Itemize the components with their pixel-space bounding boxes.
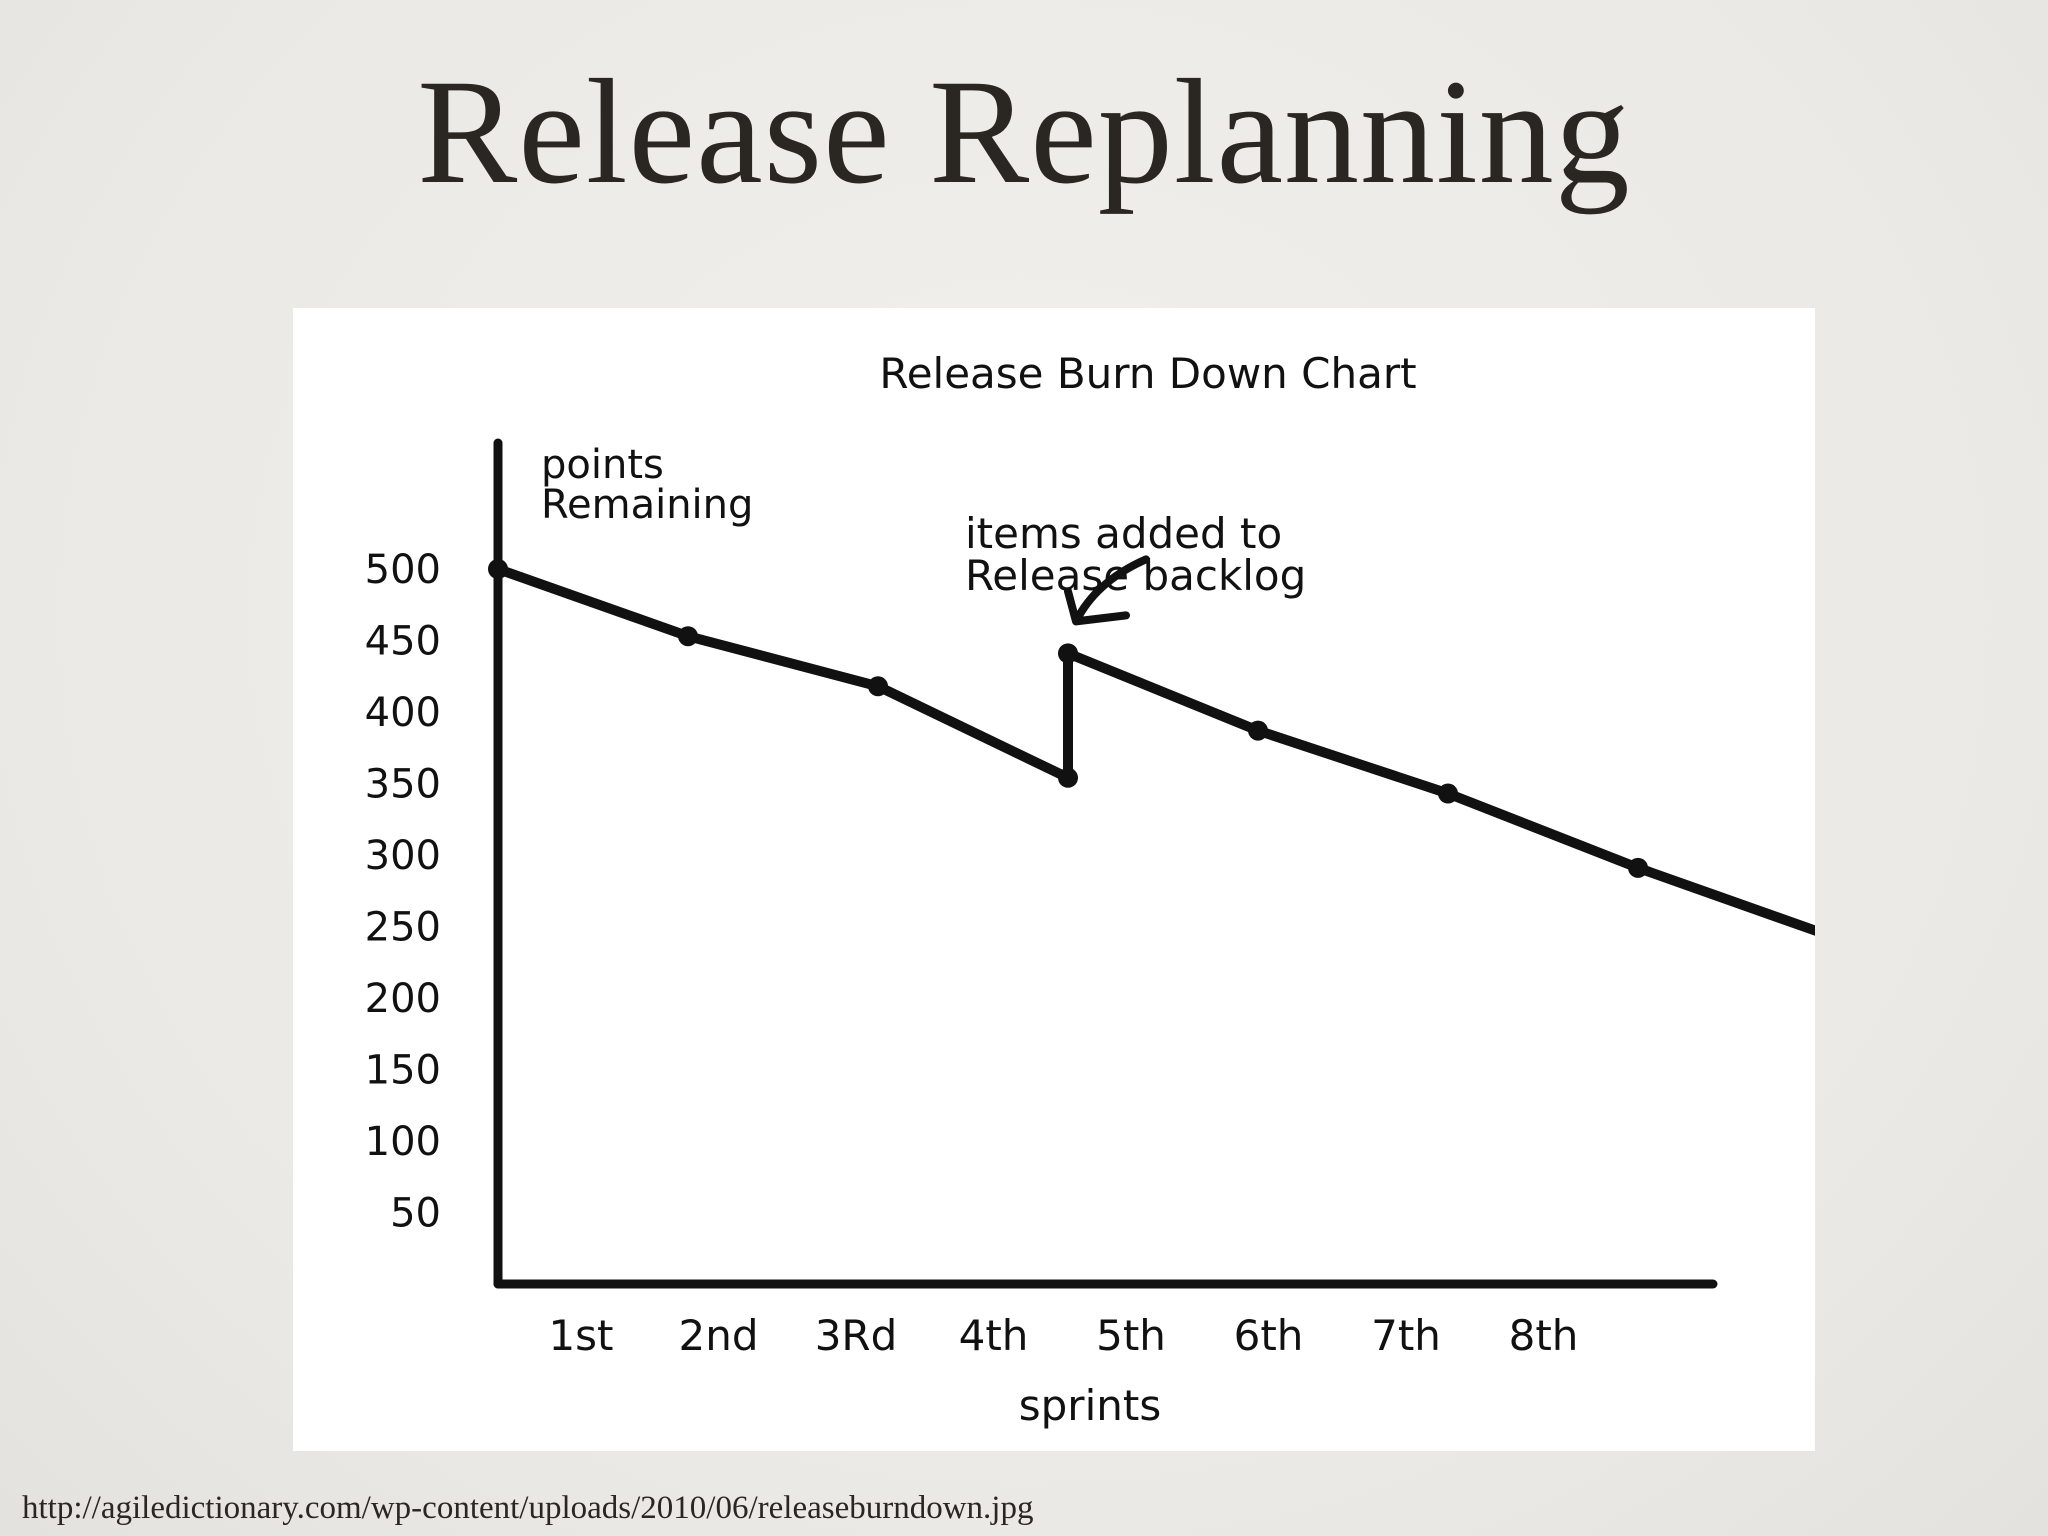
data-point [678,626,698,647]
y-tick-label: 450 [365,619,441,665]
x-tick-label: 8th [1509,1311,1579,1360]
y-axis-label-line-2: Remaining [541,482,753,528]
y-tick-label: 250 [365,905,441,951]
annotation-line-1: items added to [965,509,1282,558]
y-tick-label: 50 [390,1191,441,1237]
slide-title: Release Replanning [417,49,1631,215]
annotation-arrow [1064,555,1150,626]
data-point [1058,767,1078,788]
burndown-chart: Release Burn Down Chart points Remaining… [365,349,1815,1430]
burndown-chart-image: Release Burn Down Chart points Remaining… [293,308,1815,1451]
y-tick-label: 100 [365,1119,441,1165]
source-url[interactable]: http://agiledictionary.com/wp-content/up… [22,1490,1034,1526]
y-tick-label: 350 [365,762,441,808]
x-tick-label: 6th [1234,1311,1304,1360]
y-tick-label: 150 [365,1048,441,1094]
data-point [868,676,888,697]
y-tick-label: 200 [365,976,441,1022]
chart-title: Release Burn Down Chart [879,349,1416,398]
y-tick-labels: 50 100 150 200 250 300 350 400 450 500 [365,547,441,1237]
series-points [488,559,1648,878]
annotation-line-2: Release backlog [965,551,1306,600]
data-point [1248,720,1268,741]
x-tick-label: 2nd [678,1311,758,1360]
x-tick-label: 5th [1096,1311,1166,1360]
x-tick-label: 4th [959,1311,1029,1360]
x-tick-label: 7th [1371,1311,1441,1360]
y-tick-label: 400 [365,690,441,736]
y-tick-label: 500 [365,547,441,593]
x-tick-label: 1st [548,1311,613,1360]
data-point [1058,643,1078,664]
y-tick-label: 300 [365,833,441,879]
data-point [1438,783,1458,804]
y-axis-label-line-1: points [541,442,664,488]
series-line [493,564,1815,936]
x-tick-label: 3Rd [815,1311,898,1360]
x-axis-label: sprints [1019,1381,1161,1430]
x-tick-labels: 1st 2nd 3Rd 4th 5th 6th 7th 8th [548,1311,1578,1360]
data-point [488,559,508,579]
data-point [1628,857,1648,878]
